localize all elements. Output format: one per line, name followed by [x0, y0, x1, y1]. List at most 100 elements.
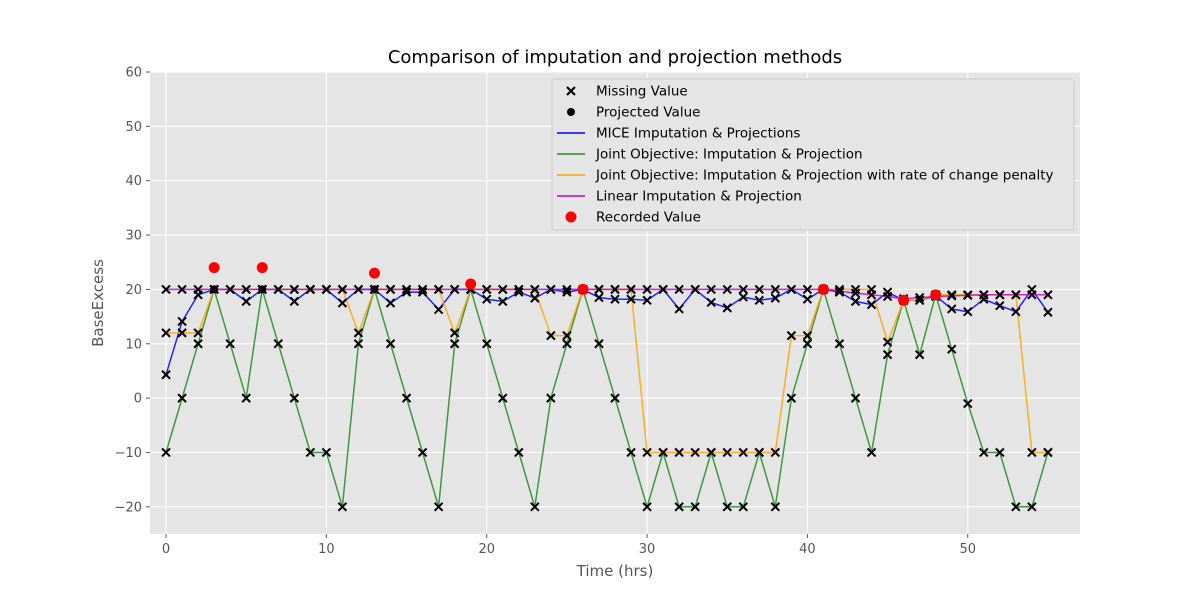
missing-value-marker	[433, 502, 444, 512]
recorded-value-marker	[898, 294, 910, 306]
missing-value-marker	[914, 292, 925, 303]
missing-value-marker	[947, 304, 957, 314]
missing-value-marker	[562, 330, 572, 341]
legend-label: Recorded Value	[596, 210, 701, 226]
missing-value-marker	[738, 292, 748, 302]
y-tick-label: 0	[134, 392, 142, 407]
missing-value-marker	[642, 295, 652, 305]
missing-value-marker	[626, 294, 636, 304]
missing-value-marker	[305, 284, 316, 295]
missing-value-marker	[530, 284, 540, 295]
missing-value-marker	[594, 292, 604, 303]
missing-value-marker	[882, 291, 893, 302]
x-tick-label: 40	[799, 542, 816, 557]
missing-value-marker	[401, 284, 412, 295]
missing-value-marker	[754, 447, 765, 458]
missing-value-marker	[241, 296, 251, 307]
missing-value-marker	[1043, 307, 1053, 317]
legend-entry: Joint Objective: Imputation & Projection…	[557, 168, 1053, 184]
x-tick-label: 10	[318, 542, 335, 557]
missing-value-marker	[289, 284, 300, 295]
missing-value-marker	[546, 330, 556, 341]
missing-value-marker	[642, 284, 652, 295]
missing-value-marker	[482, 339, 492, 349]
legend-label: Joint Objective: Imputation & Projection…	[595, 168, 1053, 184]
missing-value-marker	[995, 290, 1005, 300]
missing-value-marker	[850, 284, 861, 295]
y-tick-label: −20	[115, 500, 142, 515]
legend-marker	[565, 211, 577, 223]
missing-value-marker	[802, 339, 813, 349]
missing-value-marker	[273, 339, 283, 349]
missing-value-marker	[1043, 447, 1053, 458]
missing-value-marker	[722, 303, 732, 313]
recorded-value-marker	[577, 283, 589, 295]
missing-value-marker	[802, 294, 813, 304]
recorded-value-marker	[817, 283, 829, 295]
missing-value-marker	[658, 284, 668, 295]
missing-value-marker	[337, 298, 348, 308]
missing-value-marker	[417, 447, 428, 458]
missing-value-marker	[353, 339, 364, 349]
legend-label: Linear Imputation & Projection	[596, 189, 802, 205]
missing-value-marker	[433, 284, 444, 295]
missing-value-marker	[401, 393, 412, 403]
missing-value-marker	[337, 502, 348, 512]
missing-value-marker	[722, 284, 732, 295]
missing-value-marker	[562, 339, 572, 349]
missing-value-marker	[449, 284, 460, 295]
missing-value-marker	[914, 349, 925, 360]
missing-value-marker	[786, 284, 797, 295]
projected-value-marker	[210, 285, 219, 294]
missing-value-marker	[1027, 502, 1037, 512]
missing-value-marker	[706, 284, 716, 295]
chart-title: Comparison of imputation and projection …	[388, 47, 842, 68]
missing-value-marker	[417, 284, 428, 295]
missing-value-marker	[642, 447, 652, 458]
missing-value-marker	[706, 297, 716, 308]
missing-value-marker	[610, 294, 620, 304]
missing-value-marker	[914, 295, 925, 305]
missing-value-marker	[514, 447, 524, 458]
missing-value-marker	[289, 393, 300, 403]
missing-value-marker	[786, 330, 797, 341]
legend-entry: Missing Value	[566, 84, 688, 100]
missing-value-marker	[562, 284, 572, 295]
missing-value-marker	[482, 294, 492, 304]
missing-value-marker	[674, 304, 684, 314]
missing-value-marker	[834, 339, 845, 349]
missing-value-marker	[1027, 447, 1037, 458]
missing-value-marker	[947, 291, 957, 301]
missing-value-marker	[642, 502, 652, 512]
missing-value-marker	[193, 328, 203, 338]
y-tick-label: 10	[125, 337, 142, 352]
missing-value-marker	[738, 284, 748, 295]
legend-label: Projected Value	[596, 105, 700, 121]
y-axis-label: BaseExcess	[89, 259, 107, 347]
y-tick-label: 30	[125, 229, 142, 244]
missing-value-marker	[161, 447, 171, 458]
missing-value-marker	[754, 284, 765, 295]
missing-value-marker	[449, 339, 460, 349]
x-tick-label: 30	[639, 542, 656, 557]
missing-value-marker	[177, 284, 187, 295]
missing-value-marker	[321, 284, 332, 295]
missing-value-marker	[674, 284, 684, 295]
missing-value-marker	[834, 284, 845, 295]
missing-value-marker	[321, 447, 332, 458]
missing-value-marker	[385, 284, 396, 295]
legend-entry: Joint Objective: Imputation & Projection	[557, 147, 863, 163]
missing-value-marker	[225, 339, 235, 349]
missing-value-marker	[706, 447, 716, 458]
missing-value-marker	[562, 287, 572, 297]
missing-value-marker	[866, 290, 877, 300]
missing-value-marker	[193, 284, 203, 295]
missing-value-marker	[498, 393, 508, 403]
missing-value-marker	[530, 502, 540, 512]
missing-value-marker	[594, 284, 604, 295]
recorded-value-marker	[465, 278, 477, 290]
projected-value-marker	[370, 285, 379, 294]
missing-value-marker	[177, 328, 187, 338]
missing-value-marker	[995, 447, 1005, 458]
